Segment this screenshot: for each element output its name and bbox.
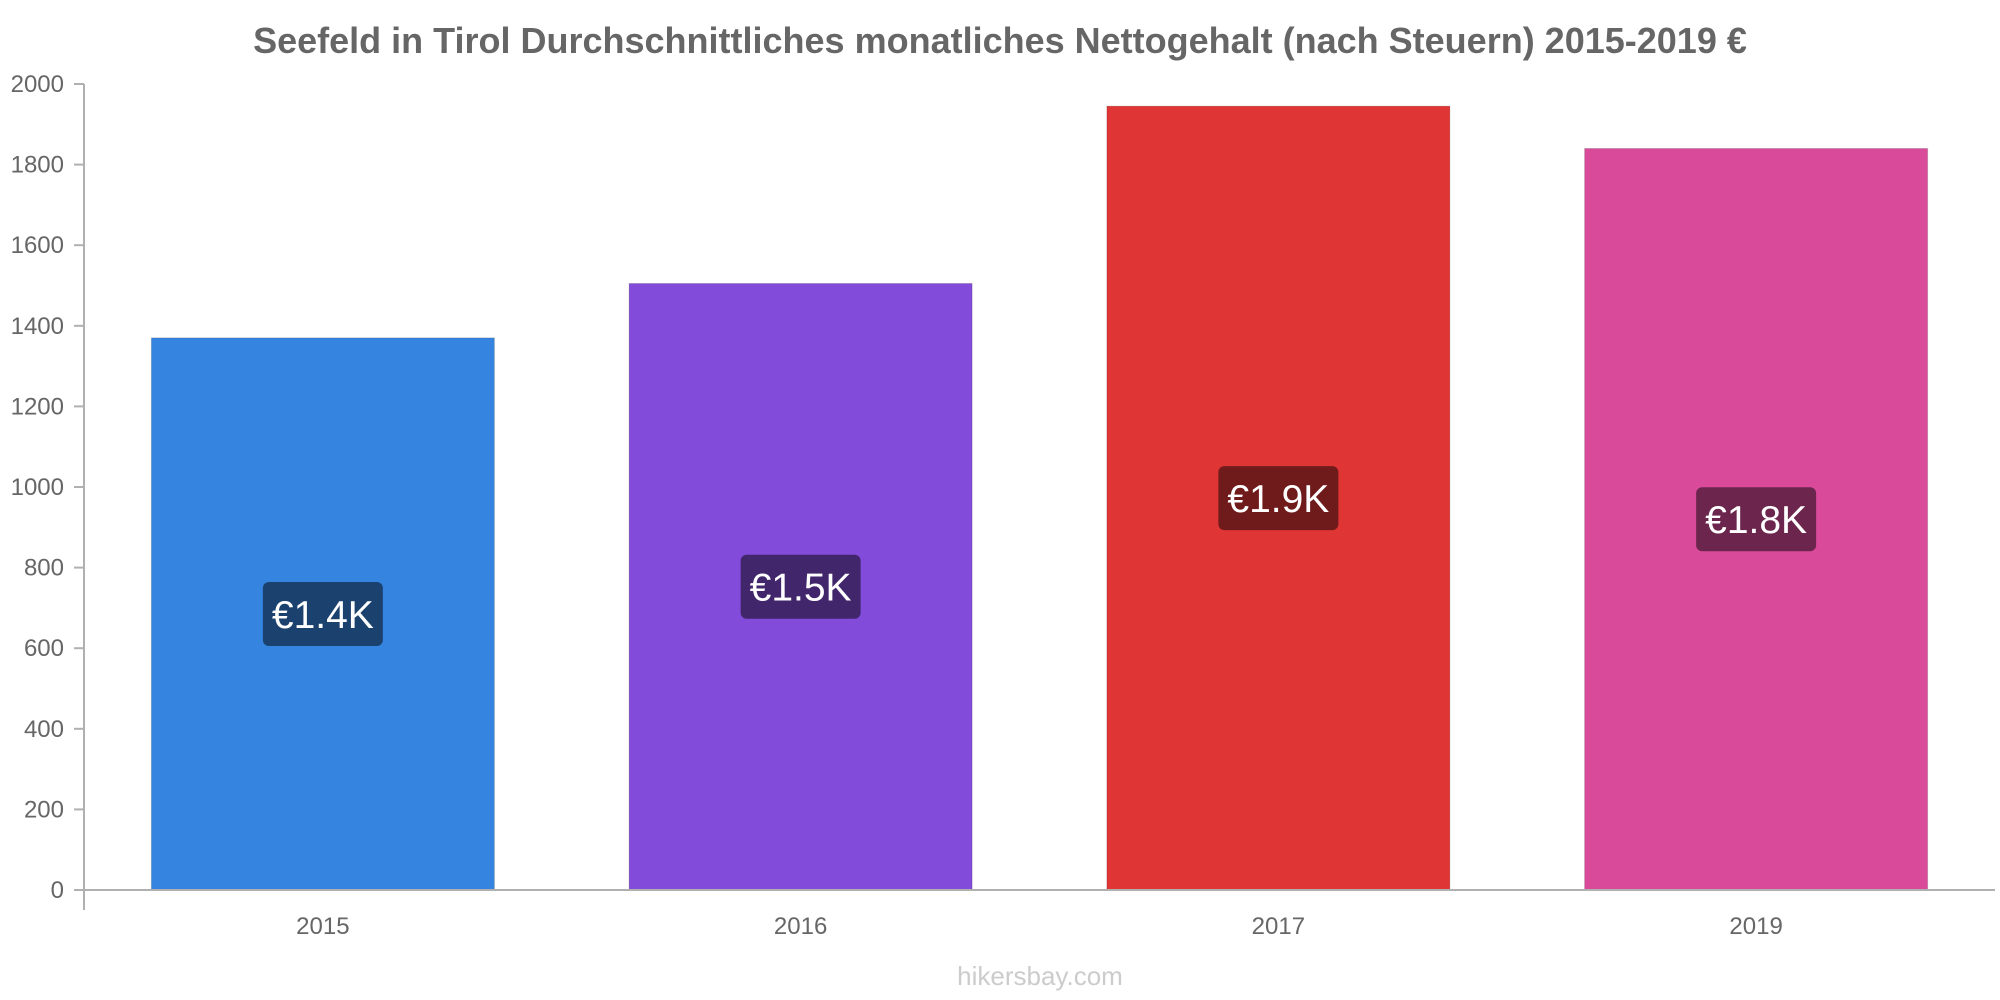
y-tick-label: 1000 [11, 474, 64, 501]
y-tick-label: 2000 [11, 71, 64, 98]
y-tick-label: 0 [51, 877, 64, 904]
data-label: €1.5K [750, 567, 852, 610]
data-label-box [262, 581, 383, 646]
data-label: €1.9K [1227, 478, 1329, 521]
x-tick-label: 2017 [1252, 913, 1305, 940]
x-tick-label: 2019 [1729, 913, 1782, 940]
y-tick-label: 1400 [11, 313, 64, 340]
y-tick-label: 1800 [11, 152, 64, 179]
data-labels: €1.4K €1.5K €1.9K €1.8K [262, 466, 1817, 646]
data-label-box [740, 554, 861, 619]
y-tick-label: 1200 [11, 393, 64, 420]
y-tick-label: 1600 [11, 232, 64, 259]
data-label-box [1696, 487, 1817, 552]
data-label-box [1218, 466, 1339, 531]
data-label: €1.4K [272, 594, 374, 637]
x-tick-label: 2016 [774, 913, 827, 940]
watermark-text: hikersbay.com [957, 961, 1123, 991]
x-tick-label: 2015 [296, 913, 349, 940]
y-tick-label: 600 [24, 635, 64, 662]
x-axis-ticks: 2015 2016 2017 2019 [296, 913, 1783, 940]
chart-title: Seefeld in Tirol Durchschnittliches mona… [253, 20, 1747, 61]
data-label: €1.8K [1705, 499, 1807, 542]
y-tick-label: 400 [24, 716, 64, 743]
y-tick-label: 200 [24, 796, 64, 823]
y-tick-label: 800 [24, 555, 64, 582]
y-axis-ticks: 0 200 400 600 800 1000 1200 1400 1600 1800 2000 [11, 71, 84, 904]
bars [150, 105, 1929, 891]
